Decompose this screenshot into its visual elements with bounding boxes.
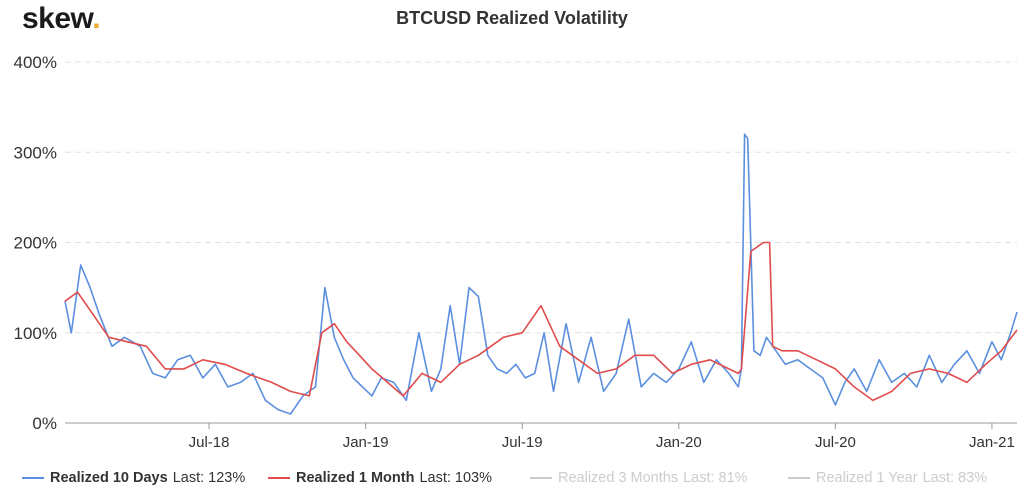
y-tick-label: 100% xyxy=(14,324,57,343)
x-tick-label: Jan-20 xyxy=(656,434,702,451)
x-tick-label: Jul-18 xyxy=(189,434,230,451)
x-tick-label: Jan-21 xyxy=(969,434,1015,451)
legend-swatch xyxy=(788,477,810,479)
y-tick-label: 300% xyxy=(14,143,57,162)
y-tick-label: 0% xyxy=(32,414,57,433)
y-tick-label: 400% xyxy=(14,53,57,72)
x-tick-label: Jul-20 xyxy=(815,434,856,451)
chart-title: BTCUSD Realized Volatility xyxy=(396,8,628,28)
legend-item-realized-1-month[interactable]: Realized 1 Month Last: 103% xyxy=(268,470,492,486)
series-line-realized-10-days xyxy=(64,133,1018,415)
legend: Realized 10 Days Last: 123% Realized 1 M… xyxy=(0,470,1024,492)
chart-area: 0% 100% 200% 300% 400% Jul-18 Jan-19 Jul-19 Jan-… xyxy=(14,53,1018,451)
legend-swatch xyxy=(22,477,44,479)
legend-item-realized-1-year[interactable]: Realized 1 Year Last: 83% xyxy=(788,470,987,486)
x-tick-label: Jul-19 xyxy=(502,434,543,451)
series-line-realized-1-month xyxy=(64,241,1018,402)
legend-swatch xyxy=(530,477,552,479)
legend-item-realized-3-months[interactable]: Realized 3 Months Last: 81% xyxy=(530,470,748,486)
legend-item-realized-10-days[interactable]: Realized 10 Days Last: 123% xyxy=(22,470,245,486)
legend-swatch xyxy=(268,477,290,479)
x-tick-label: Jan-19 xyxy=(343,434,389,451)
brand-logo: skew. xyxy=(22,2,101,35)
y-tick-label: 200% xyxy=(14,234,57,253)
